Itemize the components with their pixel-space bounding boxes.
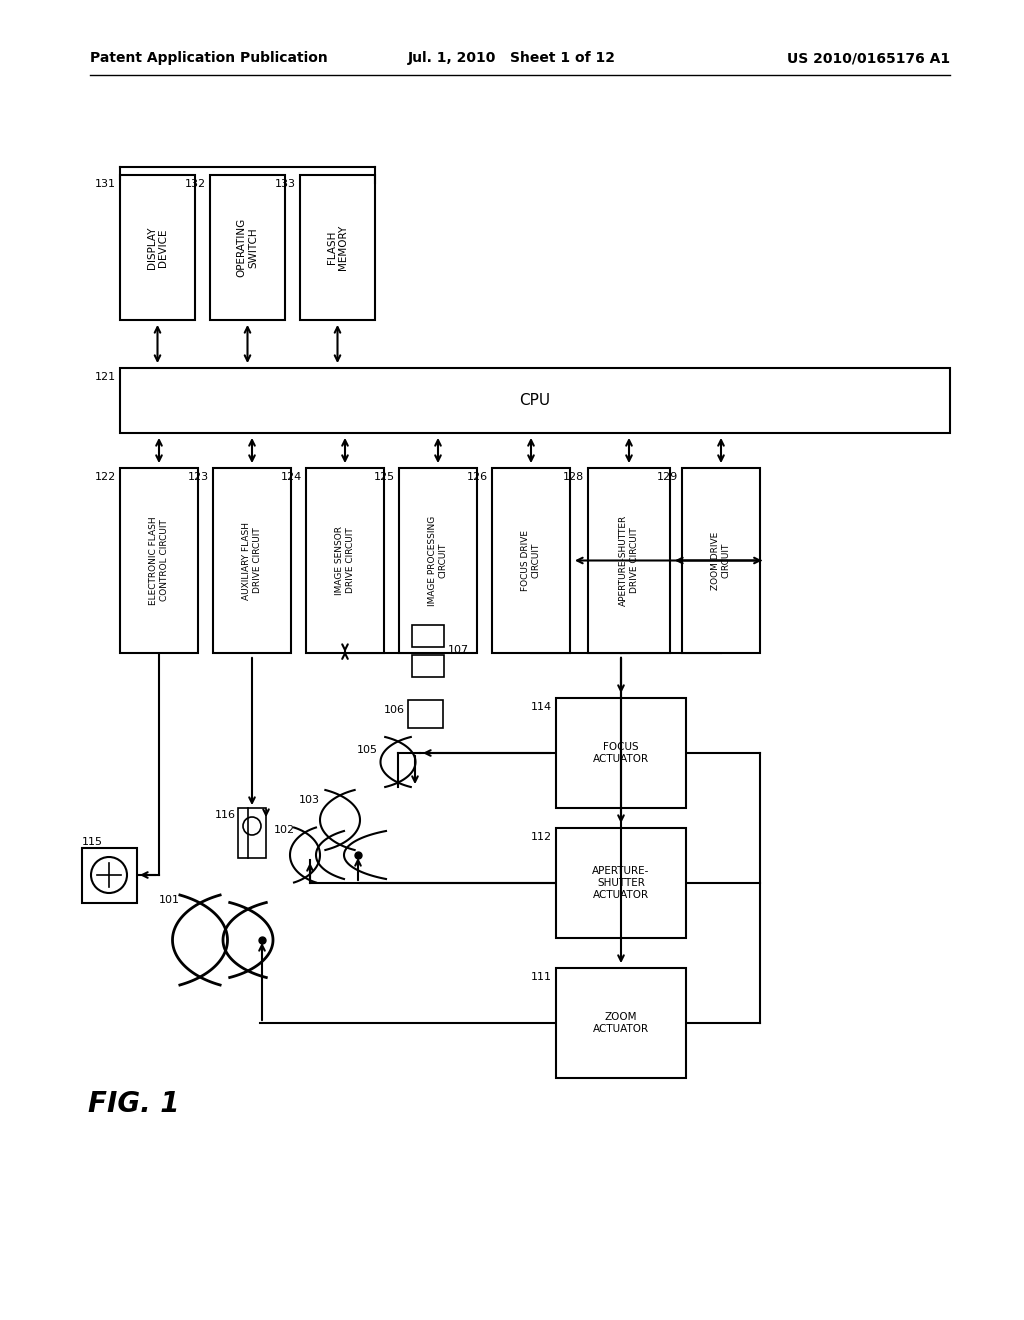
Text: IMAGE PROCESSING
CIRCUIT: IMAGE PROCESSING CIRCUIT — [428, 515, 447, 606]
Bar — [682, 469, 760, 653]
Text: APERTURE-SHUTTER
DRIVE CIRCUIT: APERTURE-SHUTTER DRIVE CIRCUIT — [620, 515, 639, 606]
Bar — [213, 469, 291, 653]
Text: FIG. 1: FIG. 1 — [88, 1090, 179, 1118]
Text: 114: 114 — [530, 702, 552, 711]
Text: 106: 106 — [384, 705, 406, 715]
Text: 112: 112 — [530, 832, 552, 842]
Bar — [120, 368, 950, 433]
Text: 121: 121 — [95, 372, 116, 381]
Text: 122: 122 — [95, 473, 116, 482]
Text: 116: 116 — [215, 810, 236, 820]
Bar — [120, 469, 198, 653]
Text: CPU: CPU — [519, 393, 551, 408]
Text: DISPLAY
DEVICE: DISPLAY DEVICE — [146, 226, 168, 269]
Text: 124: 124 — [281, 473, 302, 482]
Text: IMAGE SENSOR
DRIVE CIRCUIT: IMAGE SENSOR DRIVE CIRCUIT — [335, 525, 354, 595]
Text: 115: 115 — [82, 837, 103, 847]
Text: 107: 107 — [449, 645, 469, 655]
Text: 129: 129 — [656, 473, 678, 482]
Text: 101: 101 — [159, 895, 180, 906]
Bar — [238, 808, 266, 858]
Text: FOCUS DRIVE
CIRCUIT: FOCUS DRIVE CIRCUIT — [521, 531, 541, 591]
Bar — [412, 655, 444, 677]
Text: 131: 131 — [95, 180, 116, 189]
Bar — [82, 847, 137, 903]
Text: 133: 133 — [275, 180, 296, 189]
Text: 103: 103 — [299, 795, 319, 805]
Bar — [588, 469, 670, 653]
Text: 111: 111 — [531, 972, 552, 982]
Text: ZOOM DRIVE
CIRCUIT: ZOOM DRIVE CIRCUIT — [712, 532, 731, 590]
Bar — [412, 624, 444, 647]
Text: FLASH
MEMORY: FLASH MEMORY — [327, 224, 348, 271]
Text: Patent Application Publication: Patent Application Publication — [90, 51, 328, 65]
Bar — [556, 968, 686, 1078]
Bar — [210, 176, 285, 319]
Text: ELECTRONIC FLASH
CONTROL CIRCUIT: ELECTRONIC FLASH CONTROL CIRCUIT — [150, 516, 169, 605]
Text: 125: 125 — [374, 473, 395, 482]
Text: ZOOM
ACTUATOR: ZOOM ACTUATOR — [593, 1012, 649, 1034]
Text: 132: 132 — [185, 180, 206, 189]
Text: AUXILIARY FLASH
DRIVE CIRCUIT: AUXILIARY FLASH DRIVE CIRCUIT — [243, 521, 262, 599]
Bar — [300, 176, 375, 319]
Bar — [120, 176, 195, 319]
Bar — [556, 698, 686, 808]
Bar — [408, 700, 443, 729]
Text: 102: 102 — [273, 825, 295, 836]
Text: FOCUS
ACTUATOR: FOCUS ACTUATOR — [593, 742, 649, 764]
Bar — [306, 469, 384, 653]
Bar — [399, 469, 477, 653]
Text: 128: 128 — [563, 473, 584, 482]
Text: APERTURE-
SHUTTER
ACTUATOR: APERTURE- SHUTTER ACTUATOR — [592, 866, 649, 900]
Text: OPERATING
SWITCH: OPERATING SWITCH — [237, 218, 258, 277]
Text: US 2010/0165176 A1: US 2010/0165176 A1 — [786, 51, 950, 65]
Text: 123: 123 — [187, 473, 209, 482]
Bar — [492, 469, 570, 653]
Bar — [556, 828, 686, 939]
Text: 126: 126 — [467, 473, 488, 482]
Text: Jul. 1, 2010   Sheet 1 of 12: Jul. 1, 2010 Sheet 1 of 12 — [408, 51, 616, 65]
Text: 105: 105 — [357, 744, 378, 755]
